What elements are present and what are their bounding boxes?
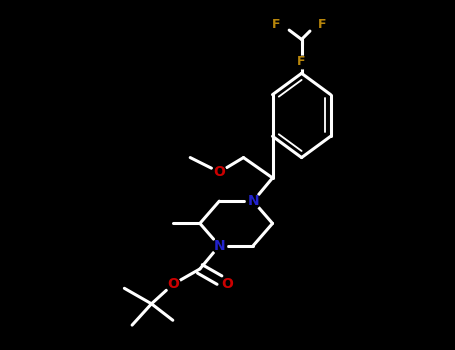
Text: F: F (297, 55, 306, 68)
Text: O: O (167, 278, 179, 292)
Text: O: O (213, 165, 225, 179)
Text: O: O (221, 278, 233, 292)
Text: F: F (318, 19, 326, 32)
Text: F: F (272, 19, 281, 32)
Text: N: N (213, 239, 225, 253)
Text: N: N (248, 194, 259, 208)
